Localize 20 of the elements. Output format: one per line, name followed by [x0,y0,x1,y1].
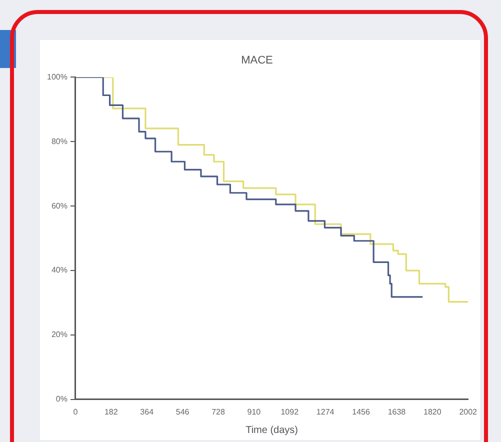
y-tick-label: 0% [56,394,68,404]
x-tick-label: 0 [73,407,78,416]
y-tick-label: 60% [51,201,68,210]
x-tick-label: 182 [104,407,118,416]
x-tick-label: 1456 [352,407,370,416]
x-tick-label: 1274 [316,407,335,416]
x-tick-label: 910 [247,407,262,416]
x-tick-label: 2002 [459,407,478,416]
x-tick-label: 1638 [388,407,406,416]
y-tick-label: 20% [51,330,68,340]
x-axis-title: Time (days) [246,424,298,436]
x-tick-label: 1092 [280,407,300,416]
x-tick-label: 364 [140,407,154,416]
x-tick-label: 728 [212,407,226,416]
x-tick-label: 546 [176,407,190,416]
y-tick-label: 80% [51,136,68,146]
y-tick-label: 40% [51,266,68,275]
x-tick-label: 1820 [424,407,442,416]
chart-title: MACE [241,54,273,67]
y-tick-label: 100% [46,72,68,82]
